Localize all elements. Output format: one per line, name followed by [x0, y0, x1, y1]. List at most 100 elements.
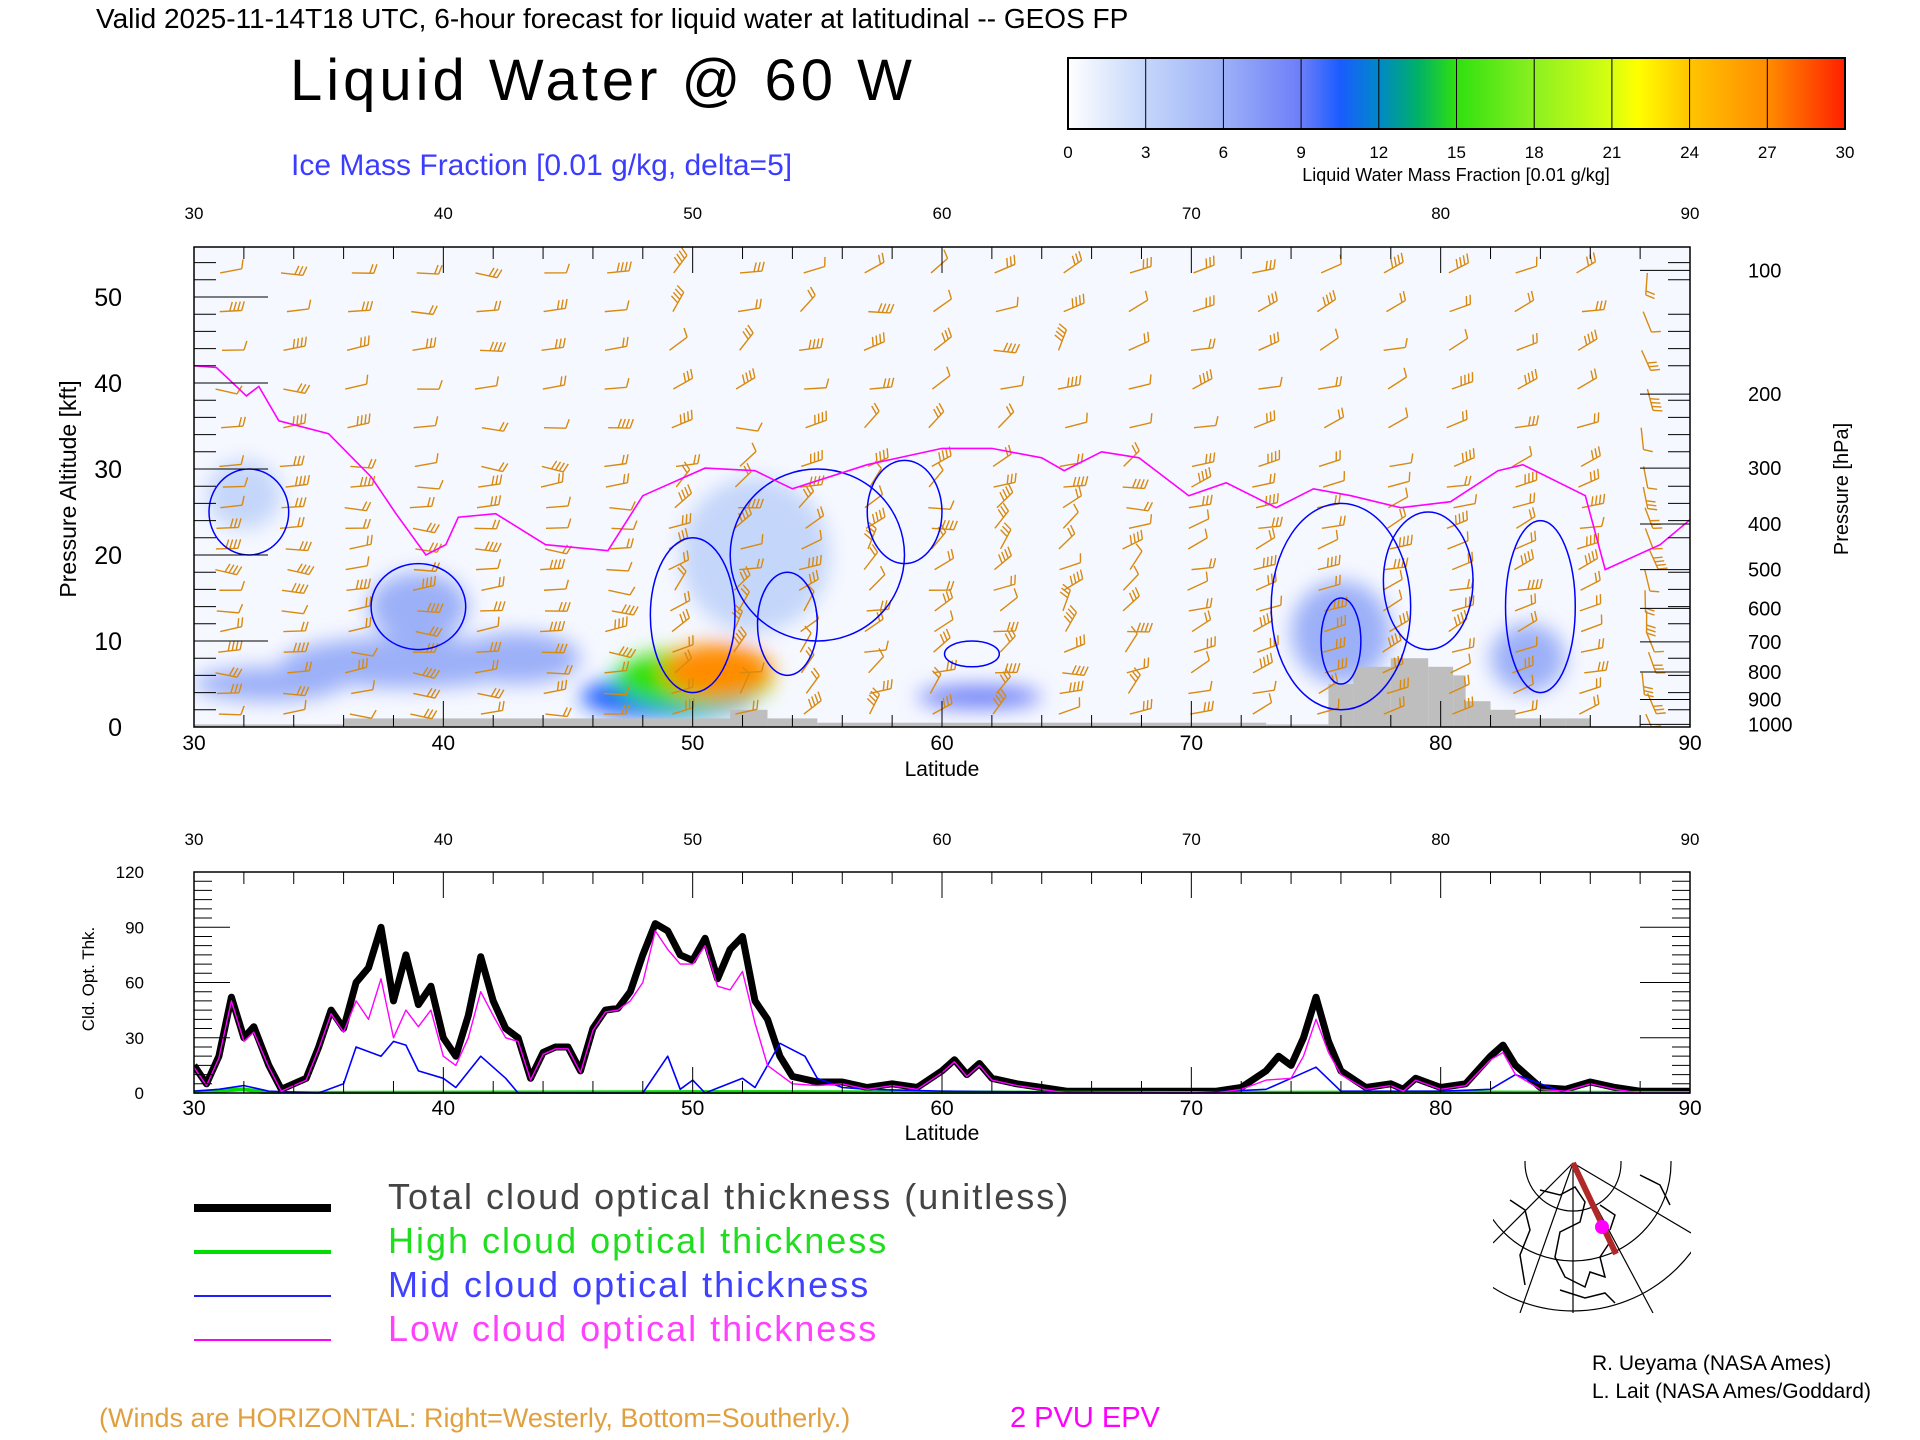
wind-barb	[928, 580, 955, 591]
wind-barb	[1257, 635, 1279, 653]
wind-barb	[1122, 478, 1149, 490]
wind-barb	[1644, 569, 1660, 593]
wind-barb	[1642, 466, 1658, 490]
wind-barb	[999, 588, 1019, 612]
wind-barb	[934, 610, 954, 633]
wind-barb	[1122, 565, 1140, 591]
wind-barb	[1578, 468, 1600, 488]
wind-barb	[345, 556, 370, 571]
wind-barb	[349, 709, 377, 720]
wind-barb	[603, 685, 631, 696]
wind-barb	[221, 416, 247, 429]
wind-barb	[351, 647, 379, 657]
wind-barb	[606, 561, 633, 572]
legend-label-high: High cloud optical thickness	[388, 1220, 888, 1261]
wind-barb	[1063, 634, 1086, 653]
wind-barb	[285, 540, 312, 552]
wind-barb	[864, 402, 880, 429]
wind-barb	[1059, 553, 1082, 571]
colorbar-tick-label: 15	[1447, 143, 1466, 162]
epv-legend-label: 2 PVU EPV	[1010, 1402, 1161, 1434]
location-marker	[1595, 1220, 1609, 1234]
wind-barb	[670, 591, 691, 612]
wind-barb	[735, 422, 763, 432]
wind-barb	[798, 554, 822, 571]
wind-barb	[933, 327, 953, 351]
wind-barb	[474, 519, 501, 530]
liquid-water-region	[662, 643, 773, 699]
wind-barb	[1512, 492, 1536, 509]
y-tick-label: 0	[108, 714, 122, 742]
x-tick-label-top: 70	[1182, 830, 1201, 849]
wind-barb	[863, 543, 879, 571]
wind-barb	[993, 546, 1013, 571]
wind-barb	[412, 575, 437, 591]
ice-contour	[1504, 519, 1577, 694]
x-tick-label-top: 60	[933, 204, 952, 223]
pressure-tick-label: 900	[1748, 689, 1781, 711]
pressure-tick-label: 300	[1748, 458, 1781, 480]
legend-label-total: Total cloud optical thickness (unitless)	[388, 1176, 1070, 1217]
wind-barb	[1579, 677, 1602, 695]
wind-barb	[1386, 506, 1407, 529]
plot-frame	[193, 871, 1691, 1094]
y-tick-label: 50	[94, 284, 122, 312]
wind-barb	[544, 263, 570, 274]
subtitle: Ice Mass Fraction [0.01 g/kg, delta=5]	[291, 149, 792, 182]
wind-barb	[803, 691, 822, 715]
wind-barb	[733, 626, 747, 653]
wind-barb	[992, 688, 1007, 715]
colorbar-tick-label: 21	[1602, 143, 1621, 162]
y-tick-label: 20	[94, 542, 122, 570]
wind-barb	[412, 337, 437, 352]
wind-barb	[1059, 583, 1071, 612]
wind-barb	[1191, 466, 1212, 488]
wind-barb	[1646, 388, 1663, 412]
wind-barb	[1193, 255, 1215, 274]
wind-barb	[1451, 372, 1474, 390]
wind-barb	[993, 342, 1021, 354]
wind-barb	[805, 410, 828, 429]
wind-barb	[545, 518, 572, 530]
wind-barb	[481, 576, 505, 591]
wind-barb	[283, 621, 309, 633]
x-tick-label: 60	[930, 1097, 953, 1120]
wind-barb	[417, 379, 443, 390]
wind-barb	[1640, 350, 1661, 372]
wind-barb	[215, 666, 243, 678]
wind-barb	[1580, 638, 1605, 653]
wind-barb	[1448, 328, 1469, 351]
wind-barb	[411, 305, 438, 316]
wind-barb	[1446, 475, 1472, 488]
credit-1: R. Ueyama (NASA Ames)	[1592, 1352, 1831, 1375]
total-optical-thickness-line	[194, 920, 1690, 1094]
wind-barb	[1453, 494, 1478, 509]
wind-barb	[1255, 571, 1277, 591]
colorbar-tick-label: 27	[1758, 143, 1777, 162]
x-tick-label-top: 50	[683, 830, 702, 849]
wind-barb	[1387, 367, 1408, 390]
wind-barb	[1577, 368, 1598, 390]
wind-barb	[348, 596, 372, 612]
wind-barb	[1128, 514, 1153, 530]
wind-barb	[868, 565, 886, 591]
wind-barb	[1318, 376, 1343, 390]
wind-barb	[868, 303, 895, 314]
x-tick-label-top: 40	[434, 204, 453, 223]
colorbar-tick-label: 24	[1680, 143, 1699, 162]
wind-barb	[738, 498, 764, 509]
wind-barb	[543, 579, 570, 591]
wind-barb	[931, 519, 958, 531]
wind-barb	[1516, 332, 1538, 351]
wind-barb	[1517, 610, 1538, 633]
wind-barb	[1318, 450, 1341, 468]
wind-barb	[476, 641, 502, 653]
wind-barb	[868, 648, 885, 674]
wind-barb	[1383, 252, 1404, 274]
wind-barb	[672, 368, 694, 390]
wind-barb	[1450, 653, 1471, 674]
wind-barb	[993, 621, 1019, 633]
wind-barb	[1383, 557, 1409, 571]
x-tick-label: 40	[432, 1097, 455, 1120]
wind-barb	[216, 603, 244, 614]
